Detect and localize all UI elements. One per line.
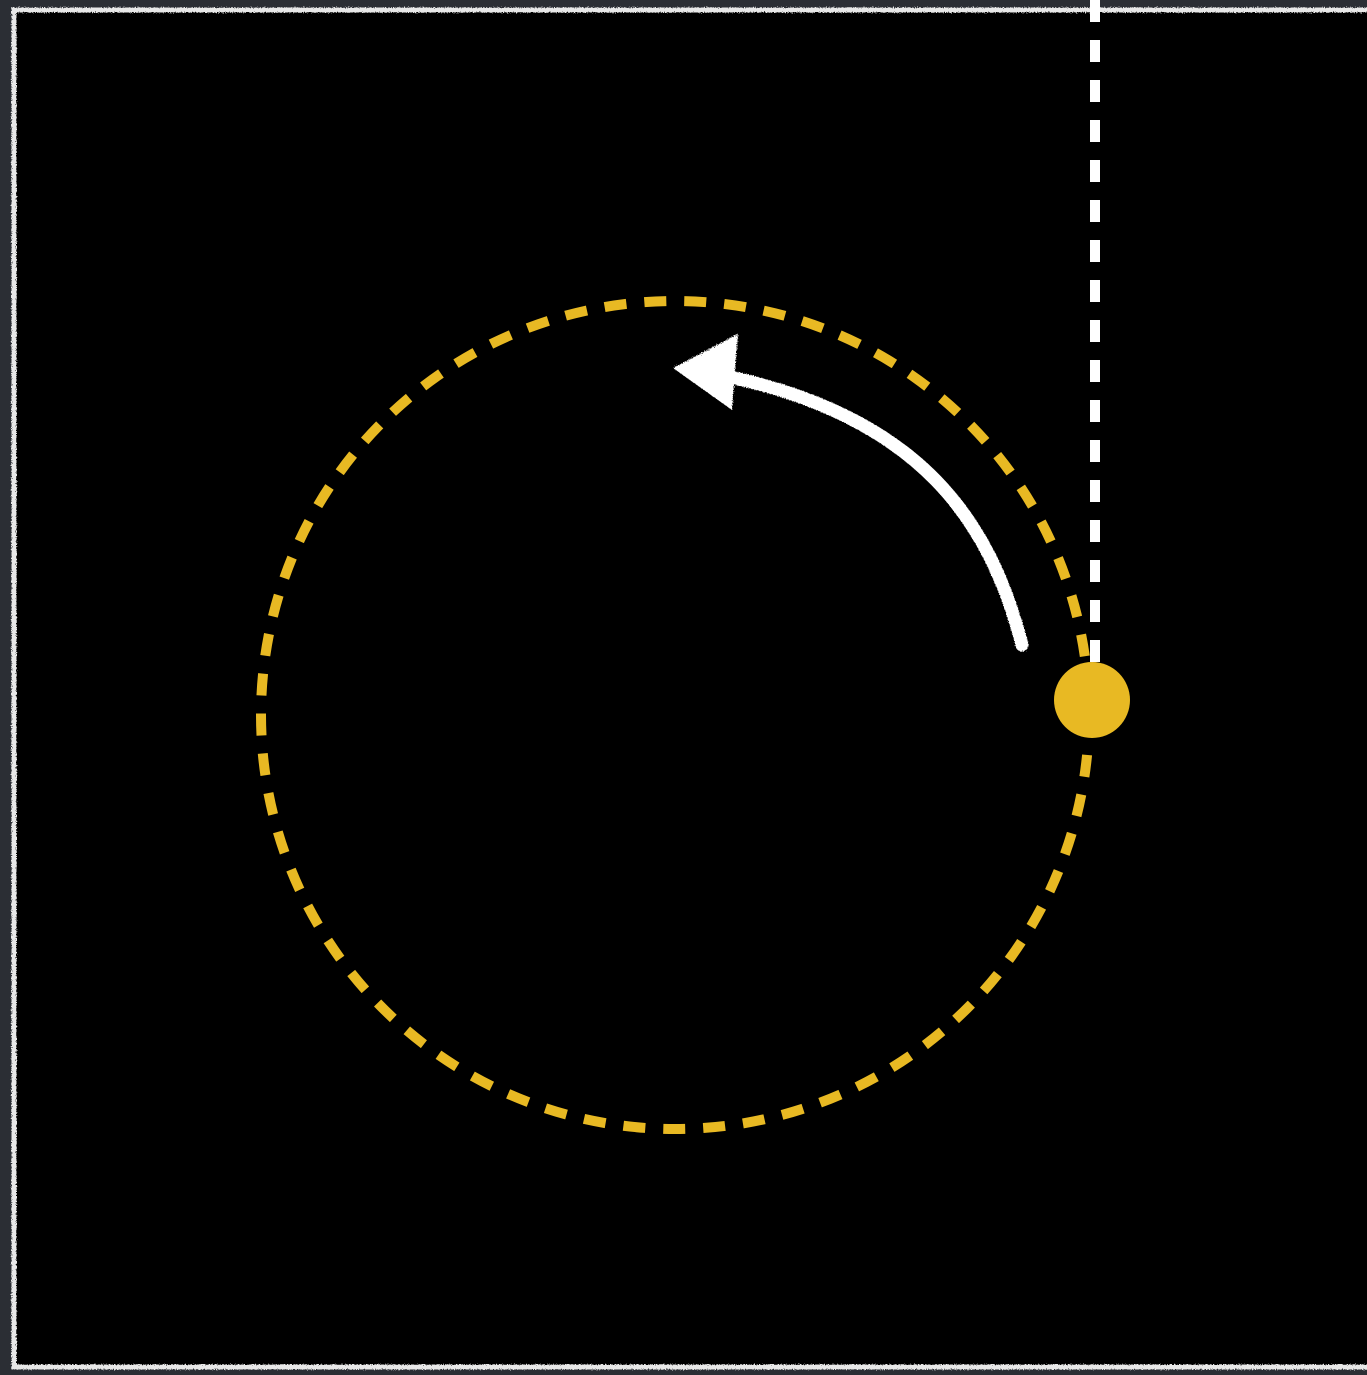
rotation-arrow [728,371,1029,652]
point [1054,662,1130,738]
arrow-head [673,334,738,410]
board [11,7,1367,1370]
